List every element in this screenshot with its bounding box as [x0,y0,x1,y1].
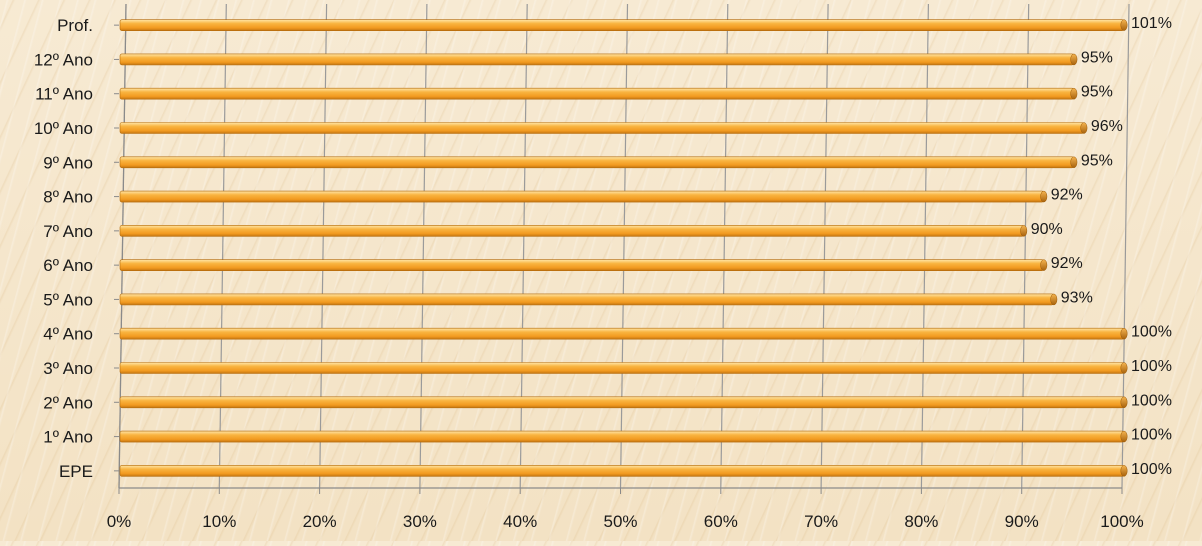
x-tick-label: 10% [202,512,236,531]
x-gridline [1121,3,1130,489]
bar [119,19,1125,31]
x-gridline [720,3,729,489]
bar [119,327,1125,340]
bar [119,87,1075,100]
x-tick-label: 0% [107,512,132,531]
category-label: 9º Ano [43,153,93,172]
x-tick-label: 90% [1005,512,1039,531]
bar [119,225,1025,237]
x-gridline [820,3,829,489]
bar [119,53,1075,66]
category-label: 4º Ano [43,325,93,344]
bar [119,430,1125,443]
value-label: 100% [1131,324,1172,341]
x-gridline [619,3,629,489]
x-gridline [218,3,227,489]
category-label: Prof. [57,16,93,35]
bar [119,396,1125,409]
x-tick-label: 40% [503,512,537,531]
labels: 0% 10% 20% 30% 40% 50% 60% 70% 80% 90% 100% EPE 100%… [34,15,1172,531]
bar-end-cap [1120,396,1128,409]
bar [119,156,1075,169]
category-label: EPE [59,462,93,481]
value-label: 100% [1131,427,1172,444]
x-tick-label: 70% [804,512,838,531]
bar-end-cap [1040,190,1048,203]
value-label: 92% [1051,255,1083,272]
value-label: 90% [1031,221,1063,238]
bar [119,190,1045,203]
bar-end-cap [1120,19,1128,31]
x-gridline [920,3,929,489]
value-label: 95% [1081,49,1113,66]
bar-end-cap [1040,259,1048,271]
value-label: 96% [1091,118,1123,135]
x-gridline [1021,3,1030,489]
bar-end-cap [1120,430,1128,443]
x-gridline [519,3,528,489]
value-label: 100% [1131,461,1172,478]
bar-end-cap [1120,327,1128,340]
category-label: 2º Ano [43,393,93,412]
category-label: 6º Ano [43,256,93,275]
bar-end-cap [1070,87,1078,100]
category-label: 1º Ano [43,428,93,447]
x-gridline [419,3,428,489]
bar-end-cap [1070,53,1078,66]
bar-end-cap [1080,122,1088,134]
x-tick-label: 50% [603,512,637,531]
bar [119,362,1125,374]
category-label: 5º Ano [43,290,93,309]
bar-end-cap [1020,225,1028,237]
y-axis-line [118,3,127,489]
value-label: 100% [1131,392,1172,409]
value-label: 101% [1131,15,1172,32]
bar-end-cap [1070,156,1078,169]
x-tick-label: 20% [303,512,337,531]
x-gridline [319,3,328,489]
value-label: 100% [1131,358,1172,375]
bar [119,259,1045,271]
bars [119,19,1128,477]
value-label: 95% [1081,152,1113,169]
category-label: 8º Ano [43,188,93,207]
value-label: 95% [1081,84,1113,101]
category-label: 7º Ano [43,222,93,241]
category-label: 12º Ano [34,50,93,69]
gridlines [118,3,1130,489]
value-label: 92% [1051,187,1083,204]
bar [119,465,1125,477]
bar-end-cap [1120,465,1128,477]
category-label: 11º Ano [35,85,93,104]
bar-end-cap [1120,362,1128,374]
axes [114,3,1123,494]
x-tick-label: 80% [904,512,938,531]
value-label: 93% [1061,289,1093,306]
bar [119,122,1085,134]
x-tick-label: 30% [403,512,437,531]
bar-end-cap [1050,293,1058,306]
x-tick-label: 100% [1100,512,1143,531]
category-label: 3º Ano [43,359,93,378]
x-tick-label: 60% [704,512,738,531]
category-label: 10º Ano [34,119,93,138]
bar [119,293,1055,306]
